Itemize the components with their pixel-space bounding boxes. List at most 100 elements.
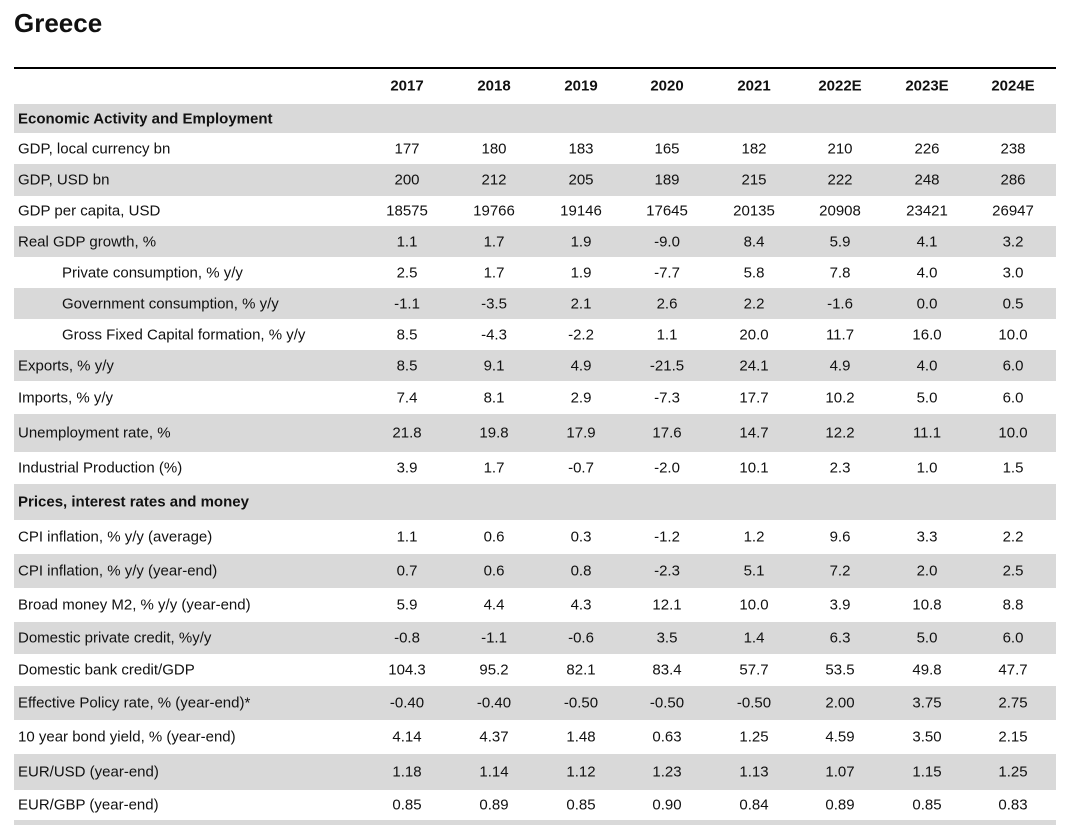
cell-value: 4.14 — [392, 728, 422, 746]
data-row: Broad money M2, % y/y (year-end) 5.9 4.4 4.… — [14, 588, 1056, 622]
cell-value: 19.8 — [479, 424, 509, 442]
header-row: 2017 2018 2019 2020 2021 2022E 2023E 2024E — [14, 68, 1056, 104]
cell-value: 0.83 — [998, 796, 1028, 814]
cell-value: -2.2 — [568, 326, 594, 343]
cell-value: 4.0 — [916, 357, 938, 374]
cell-value: 1.4 — [743, 629, 765, 647]
cell-value: 0.85 — [392, 796, 422, 814]
cell-value: 0.89 — [479, 796, 509, 814]
data-row: GDP, local currency bn 177 180 183 165 182 210… — [14, 133, 1056, 164]
cell-value: 8.5 — [396, 357, 418, 374]
cell-value: -0.50 — [563, 694, 599, 712]
data-row: CPI inflation, % y/y (year-end) 0.7 0.6 0.8… — [14, 554, 1056, 588]
cell-value: 0.85 — [912, 796, 942, 814]
cell-value: 0.7 — [396, 562, 418, 580]
cell-value: 19766 — [473, 202, 515, 220]
cell-value: 17.9 — [566, 424, 596, 442]
cell-value: 200 — [394, 171, 420, 189]
cell-value: -7.7 — [654, 264, 680, 281]
column-header: 2017 — [390, 77, 424, 95]
cell-value: 6.3 — [829, 629, 851, 647]
cell-value: 0.89 — [825, 796, 855, 814]
page-title: Greece — [14, 8, 103, 38]
row-label: Real GDP growth, % — [18, 233, 157, 250]
cell-value: 3.0 — [1002, 264, 1024, 281]
cell-value: 6.0 — [1002, 389, 1024, 406]
cell-value: 248 — [914, 171, 940, 189]
cell-value: 1.15 — [912, 763, 942, 781]
cell-value: 8.5 — [396, 326, 418, 343]
cell-value: 0.90 — [652, 796, 682, 814]
row-label: Broad money M2, % y/y (year-end) — [18, 596, 251, 614]
cell-value: 0.0 — [916, 295, 938, 312]
cell-value: 212 — [481, 171, 507, 189]
cell-value: -1.2 — [654, 528, 680, 546]
cell-value: 18575 — [386, 202, 428, 220]
cell-value: 180 — [481, 140, 507, 157]
cell-value: 2.3 — [829, 459, 851, 477]
cell-value: 4.9 — [570, 357, 592, 374]
cell-value: 10.2 — [825, 389, 855, 406]
row-label: Imports, % y/y — [18, 389, 114, 406]
cell-value: 2.75 — [998, 694, 1028, 712]
cell-value: 95.2 — [479, 661, 509, 679]
row-label: GDP per capita, USD — [18, 202, 161, 220]
cell-value: -0.6 — [568, 629, 594, 647]
cell-value: 12.2 — [825, 424, 855, 442]
cell-value: 6.0 — [1002, 357, 1024, 374]
cell-value: 4.1 — [916, 233, 938, 250]
cell-value: 183 — [568, 140, 594, 157]
cell-value: 1.25 — [739, 728, 769, 746]
cell-value: 20.0 — [739, 326, 769, 343]
cell-value: -0.40 — [389, 694, 425, 712]
data-row: 10 year bond yield, % (year-end) 4.14 4.37… — [14, 720, 1056, 754]
cell-value: 1.07 — [825, 763, 855, 781]
column-header: 2021 — [737, 77, 771, 95]
cell-value: 222 — [827, 171, 853, 189]
cell-value: 5.1 — [743, 562, 765, 580]
cell-value: 49.8 — [912, 661, 942, 679]
cell-value: -0.50 — [649, 694, 685, 712]
cell-value: 210 — [827, 140, 853, 157]
cell-value: 2.00 — [825, 694, 855, 712]
cell-value: 215 — [741, 171, 767, 189]
data-row: EUR/GBP (year-end) 0.85 0.89 0.85 0.90 0.84 0.… — [14, 790, 1056, 820]
cell-value: -0.8 — [394, 629, 420, 647]
cell-value: 10.0 — [998, 326, 1028, 343]
cell-value: 205 — [568, 171, 594, 189]
cell-value: 23421 — [906, 202, 948, 220]
cell-value: 5.0 — [916, 389, 938, 406]
cell-value: 3.9 — [829, 596, 851, 614]
cell-value: 10.0 — [998, 424, 1028, 442]
cell-value: 7.8 — [829, 264, 851, 281]
cell-value: 2.2 — [1002, 528, 1024, 546]
cell-value: 3.9 — [396, 459, 418, 477]
cell-value: 1.5 — [1002, 459, 1024, 477]
cell-value: -9.0 — [654, 233, 680, 250]
cell-value: 53.5 — [825, 661, 855, 679]
row-label: EUR/GBP (year-end) — [18, 796, 159, 814]
cell-value: 0.3 — [570, 528, 592, 546]
cell-value: 1.0 — [916, 459, 938, 477]
table-top-rule — [14, 67, 1056, 69]
data-row: Government consumption, % y/y -1.1 -3.5 2.1… — [14, 288, 1056, 319]
cell-value: 11.7 — [825, 326, 855, 343]
row-label: CPI inflation, % y/y (year-end) — [18, 562, 218, 580]
data-row: CPI inflation, % y/y (average) 1.1 0.6 0.3 -… — [14, 520, 1056, 554]
cell-value: 20908 — [819, 202, 861, 220]
cell-value: 8.4 — [743, 233, 765, 250]
cell-value: 24.1 — [739, 357, 769, 374]
cell-value: 104.3 — [388, 661, 426, 679]
cell-value: 1.25 — [998, 763, 1028, 781]
section-title: Prices, interest rates and money — [18, 493, 249, 511]
cell-value: 1.9 — [570, 264, 592, 281]
cell-value: 1.7 — [483, 264, 505, 281]
cell-value: 286 — [1000, 171, 1026, 189]
cell-value: 4.3 — [570, 596, 592, 614]
cell-value: 238 — [1000, 140, 1026, 157]
cell-value: 5.0 — [916, 629, 938, 647]
cell-value: 8.8 — [1002, 596, 1024, 614]
cell-value: 20135 — [733, 202, 775, 220]
cell-value: -21.5 — [649, 357, 685, 374]
cell-value: -3.5 — [481, 295, 507, 312]
